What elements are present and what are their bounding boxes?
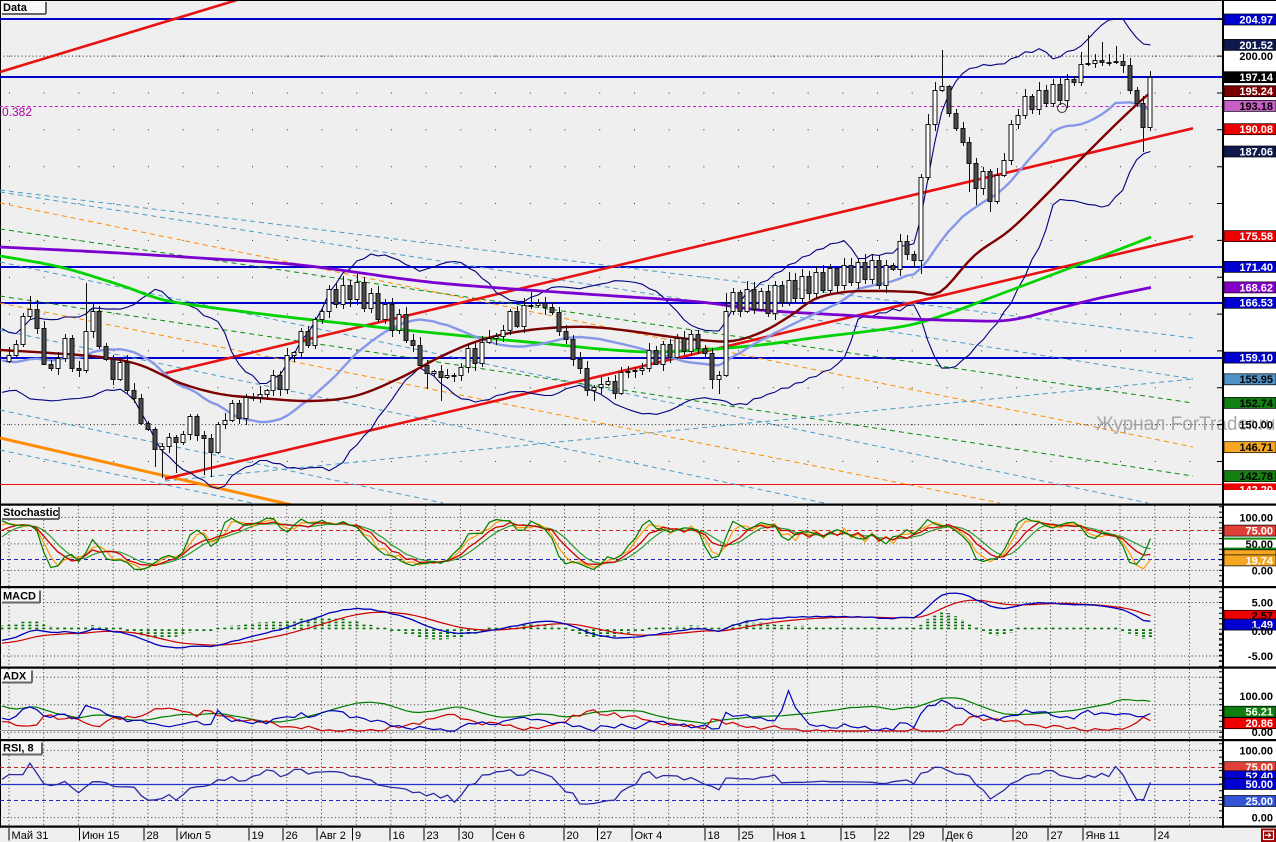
svg-text:142.20: 142.20 (1239, 484, 1273, 496)
svg-text:100.00: 100.00 (1239, 512, 1273, 524)
svg-text:5.00: 5.00 (1252, 598, 1273, 610)
svg-text:24: 24 (1158, 830, 1170, 842)
svg-text:0.00: 0.00 (1252, 813, 1273, 825)
svg-text:25.00: 25.00 (1245, 796, 1273, 808)
svg-text:195.24: 195.24 (1239, 86, 1274, 98)
svg-text:30: 30 (462, 830, 474, 842)
svg-text:Stochastic: Stochastic (3, 507, 59, 519)
svg-text:146.71: 146.71 (1239, 442, 1273, 454)
svg-text:204.97: 204.97 (1239, 14, 1273, 26)
svg-text:0.00: 0.00 (1252, 626, 1273, 638)
svg-text:166.53: 166.53 (1239, 298, 1273, 310)
svg-text:29: 29 (913, 830, 925, 842)
svg-text:ADX: ADX (3, 671, 27, 683)
svg-text:18: 18 (708, 830, 720, 842)
svg-text:159.10: 159.10 (1239, 353, 1273, 365)
svg-text:50.00: 50.00 (1245, 779, 1273, 791)
svg-text:Июл 5: Июл 5 (180, 830, 212, 842)
svg-text:26: 26 (286, 830, 298, 842)
svg-text:RSI, 8: RSI, 8 (3, 743, 34, 755)
svg-text:Янв 11: Янв 11 (1086, 830, 1120, 842)
svg-text:Сен 6: Сен 6 (496, 830, 525, 842)
svg-text:Авг 2: Авг 2 (320, 830, 346, 842)
svg-text:190.08: 190.08 (1239, 124, 1273, 136)
svg-text:152.74: 152.74 (1239, 398, 1274, 410)
svg-text:168.62: 168.62 (1239, 282, 1273, 294)
svg-text:193.18: 193.18 (1239, 101, 1273, 113)
svg-text:20: 20 (567, 830, 579, 842)
svg-text:1.49: 1.49 (1252, 620, 1273, 632)
svg-text:20.86: 20.86 (1245, 718, 1273, 730)
svg-text:0.00: 0.00 (1252, 727, 1273, 739)
svg-text:16: 16 (393, 830, 405, 842)
svg-text:9: 9 (355, 830, 361, 842)
svg-text:175.58: 175.58 (1239, 231, 1273, 243)
svg-text:56.21: 56.21 (1245, 707, 1273, 719)
svg-text:19.74: 19.74 (1245, 555, 1273, 567)
svg-text:200.00: 200.00 (1239, 51, 1273, 63)
svg-text:155.95: 155.95 (1239, 374, 1273, 386)
svg-text:171.40: 171.40 (1239, 262, 1273, 274)
svg-text:Data: Data (3, 2, 28, 14)
svg-text:27: 27 (1051, 830, 1063, 842)
svg-text:Май 31: Май 31 (12, 830, 49, 842)
svg-text:75.00: 75.00 (1245, 526, 1273, 538)
svg-text:Окт 4: Окт 4 (635, 830, 663, 842)
svg-text:0.00: 0.00 (1252, 565, 1273, 577)
svg-text:142.78: 142.78 (1239, 471, 1273, 483)
svg-text:22: 22 (878, 830, 890, 842)
svg-text:23: 23 (427, 830, 439, 842)
svg-text:Ноя 1: Ноя 1 (777, 830, 806, 842)
svg-text:MACD: MACD (3, 591, 36, 603)
svg-text:19: 19 (252, 830, 264, 842)
svg-text:15: 15 (844, 830, 856, 842)
svg-text:100.00: 100.00 (1239, 745, 1273, 757)
svg-text:Журнал ForTrader.ru: Журнал ForTrader.ru (1096, 414, 1276, 435)
svg-text:20: 20 (1016, 830, 1028, 842)
svg-text:100.00: 100.00 (1239, 691, 1273, 703)
svg-text:Июн 15: Июн 15 (82, 830, 120, 842)
svg-text:25: 25 (742, 830, 754, 842)
svg-text:201.52: 201.52 (1239, 40, 1273, 52)
svg-text:27: 27 (600, 830, 612, 842)
svg-text:187.06: 187.06 (1239, 146, 1273, 158)
svg-text:-5.00: -5.00 (1248, 651, 1273, 663)
svg-text:150.00: 150.00 (1239, 420, 1273, 432)
svg-text:Дек 6: Дек 6 (946, 830, 974, 842)
svg-text:28: 28 (147, 830, 159, 842)
svg-text:197.14: 197.14 (1239, 72, 1274, 84)
svg-text:0.382: 0.382 (2, 105, 32, 119)
